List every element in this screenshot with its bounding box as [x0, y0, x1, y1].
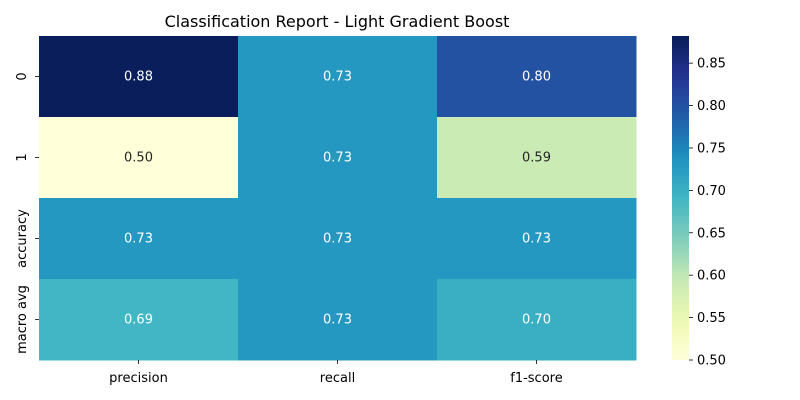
- colorbar-tick-label: 0.55: [697, 311, 726, 326]
- colorbar-tick-label: 0.75: [697, 141, 726, 156]
- x-tick-label: precision: [109, 371, 168, 386]
- heatmap-cell: [238, 36, 438, 118]
- heatmap-cell: [39, 198, 239, 280]
- colorbar-tick-label: 0.70: [697, 184, 726, 199]
- heatmap-cell-label: 0.73: [522, 232, 551, 247]
- heatmap-cell: [39, 117, 239, 199]
- heatmap-cell: [437, 36, 637, 118]
- heatmap-cell-label: 0.73: [323, 232, 352, 247]
- colorbar-tick-label: 0.50: [697, 354, 726, 369]
- heatmap-cell: [437, 117, 637, 199]
- heatmap-cell: [39, 279, 239, 361]
- heatmap-cell-label: 0.73: [323, 151, 352, 166]
- heatmap-cell-label: 0.50: [124, 151, 153, 166]
- colorbar-tick-label: 0.85: [697, 57, 726, 72]
- heatmap-cell: [437, 279, 637, 361]
- heatmap-cell: [238, 279, 438, 361]
- heatmap-cell-label: 0.73: [323, 70, 352, 85]
- heatmap-cell-label: 0.70: [522, 313, 551, 328]
- heatmap-cells: [39, 36, 637, 361]
- y-tick-label: 1: [15, 153, 30, 161]
- colorbar-tick-label: 0.65: [697, 226, 726, 241]
- x-tick-label: f1-score: [510, 371, 562, 386]
- x-tick-label: recall: [320, 371, 355, 386]
- heatmap-cell: [39, 36, 239, 118]
- heatmap-cell-label: 0.73: [323, 313, 352, 328]
- x-axis: precision recall f1-score: [109, 360, 563, 386]
- heatmap-cell-label: 0.59: [522, 151, 551, 166]
- heatmap-cell-label: 0.80: [522, 70, 551, 85]
- y-tick-label: 0: [15, 72, 30, 80]
- chart-title: Classification Report - Light Gradient B…: [165, 12, 510, 31]
- heatmap-cell-label: 0.69: [124, 313, 153, 328]
- colorbar-tick-label: 0.60: [697, 269, 726, 284]
- colorbar-gradient: [672, 36, 689, 360]
- y-axis: 0 1 accuracy macro avg: [15, 72, 39, 354]
- y-tick-label: macro avg: [15, 285, 30, 354]
- heatmap-cell-label: 0.88: [124, 70, 153, 85]
- colorbar: 0.50 0.55 0.60 0.65 0.70 0.75 0.80 0.85: [672, 36, 726, 369]
- heatmap-cell: [238, 198, 438, 280]
- heatmap-cell: [238, 117, 438, 199]
- heatmap-cell-labels: 0.88 0.73 0.80 0.50 0.73 0.59 0.73 0.73 0.73 0.69…: [124, 70, 551, 328]
- heatmap-cell-label: 0.73: [124, 232, 153, 247]
- y-tick-label: accuracy: [15, 209, 30, 268]
- heatmap-cell: [437, 198, 637, 280]
- colorbar-tick-label: 0.80: [697, 99, 726, 114]
